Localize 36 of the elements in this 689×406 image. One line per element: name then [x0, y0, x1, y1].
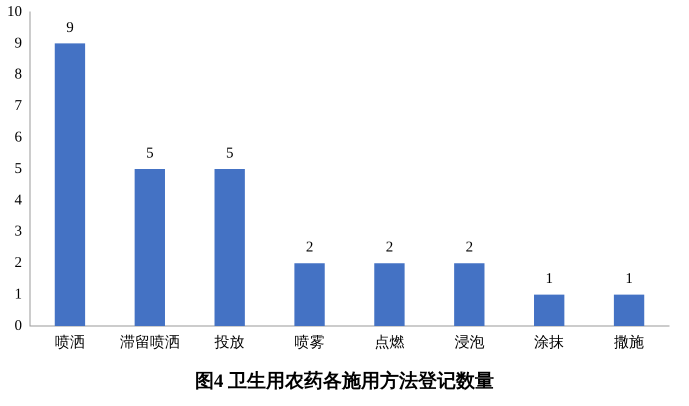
data-label: 5	[226, 145, 234, 162]
y-tick-label: 3	[14, 224, 22, 240]
x-tick-label: 喷洒	[54, 334, 85, 351]
bar	[374, 263, 405, 326]
y-tick-label: 8	[14, 66, 22, 83]
bar	[134, 169, 165, 326]
data-label: 9	[66, 20, 74, 36]
x-tick-label: 点燃	[374, 334, 404, 351]
x-tick-label: 投放	[214, 334, 245, 351]
data-label: 1	[545, 271, 553, 288]
y-tick-label: 6	[14, 130, 22, 146]
y-tick-label: 9	[14, 35, 22, 52]
y-tick-label: 10	[7, 4, 22, 20]
data-label: 1	[625, 271, 633, 288]
y-tick-label: 0	[14, 318, 22, 334]
x-tick-label: 喷雾	[294, 334, 325, 351]
data-label: 2	[306, 240, 314, 256]
y-tick-label: 5	[14, 160, 22, 177]
y-tick-label: 4	[14, 192, 22, 208]
x-tick-label: 涂抹	[534, 334, 564, 351]
x-tick-label: 浸泡	[454, 334, 484, 351]
bar	[294, 263, 325, 326]
text: 图4 卫生用农药各施用方法登记数量	[194, 370, 496, 394]
y-tick-label: 7	[14, 98, 22, 114]
bar	[534, 294, 564, 326]
bar	[214, 169, 245, 326]
data-label: 5	[146, 145, 154, 162]
data-label: 2	[466, 240, 474, 256]
x-tick-label: 滞留喷洒	[120, 334, 180, 351]
y-tick-label: 1	[14, 286, 22, 303]
bar	[454, 263, 484, 326]
y-tick-label: 2	[14, 255, 22, 272]
data-label: 2	[386, 240, 394, 256]
x-tick-label: 撒施	[614, 334, 644, 351]
bar	[54, 43, 86, 326]
bar	[614, 294, 644, 326]
